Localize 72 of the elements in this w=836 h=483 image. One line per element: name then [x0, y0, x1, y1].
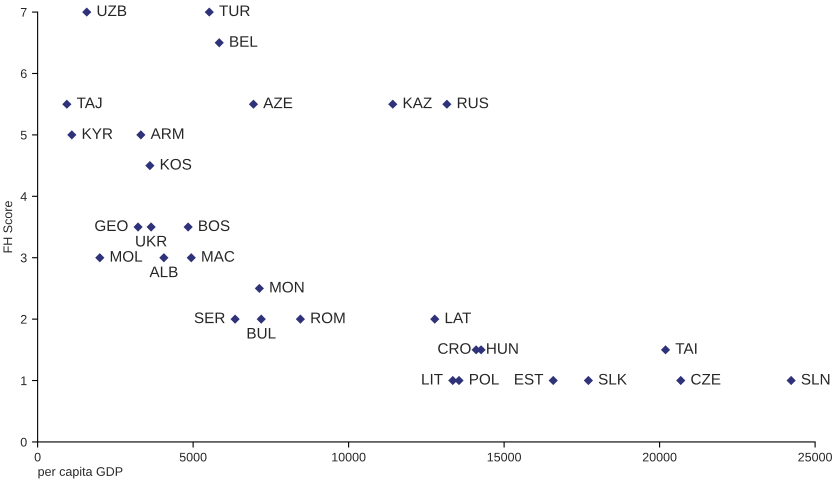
x-tick-label: 25000	[798, 452, 832, 462]
point	[204, 7, 214, 17]
point	[62, 100, 72, 109]
x-tick-label: 10000	[332, 452, 366, 462]
y-tick-label: 7	[20, 8, 27, 17]
annotation: CZE	[691, 374, 720, 385]
point	[430, 314, 440, 324]
annotation: EST	[515, 374, 544, 385]
point	[388, 100, 398, 109]
annotation: BUL	[248, 328, 276, 339]
annotation: POL	[470, 374, 499, 385]
y-tick-label: 5	[20, 130, 27, 140]
y-tick-label: 1	[21, 376, 27, 386]
annotation: SLK	[598, 374, 627, 385]
annotation: BOS	[199, 220, 230, 232]
annotation: RUS	[458, 97, 488, 108]
point	[786, 376, 796, 386]
point	[230, 314, 240, 324]
annotation: CRO	[438, 343, 471, 354]
annotation: TUR	[219, 6, 250, 16]
point	[584, 376, 593, 386]
point	[548, 376, 558, 386]
x-tick-label: 15000	[488, 452, 521, 462]
annotation: KYR	[82, 128, 112, 139]
point	[136, 130, 146, 140]
annotation: BEL	[230, 36, 258, 47]
point	[254, 284, 264, 294]
annotation: MOL	[110, 251, 142, 262]
point	[296, 314, 306, 324]
y-tick-label: 3	[20, 254, 27, 262]
y-axis-title: FH Score	[3, 201, 12, 252]
point	[184, 222, 193, 232]
annotation: SER	[194, 312, 225, 324]
point	[676, 376, 686, 386]
annotation: LIT	[422, 374, 443, 384]
annotation: HUN	[487, 343, 518, 354]
annotation: LAT	[446, 312, 472, 324]
point	[660, 345, 670, 354]
point	[186, 253, 196, 262]
point	[214, 38, 224, 48]
annotation: GEO	[95, 220, 128, 232]
point	[159, 253, 168, 262]
x-tick-label: 0	[34, 452, 41, 462]
point	[248, 100, 258, 109]
x-axis-title: per capita GDP	[38, 466, 122, 478]
x-tick-label: 5000	[180, 452, 207, 462]
point	[256, 314, 266, 324]
annotation: UKR	[136, 236, 167, 247]
y-tick-label: 4	[20, 192, 27, 201]
y-tick-label: 2	[20, 314, 27, 324]
annotation: TAJ	[76, 98, 102, 108]
point	[95, 253, 104, 262]
point	[67, 130, 76, 140]
y-tick-label: 6	[20, 69, 27, 78]
point	[133, 222, 143, 232]
annotation: ALB	[149, 266, 178, 278]
annotation: KOS	[160, 158, 192, 170]
annotation: SLN	[802, 374, 830, 385]
point	[146, 222, 156, 232]
point	[145, 160, 154, 170]
point	[82, 7, 92, 17]
annotation: TAI	[676, 343, 696, 354]
x-tick-label: 20000	[642, 452, 676, 462]
annotation: UZB	[98, 6, 126, 16]
annotation: ROM	[311, 312, 345, 324]
annotation: ARM	[150, 128, 184, 139]
annotation: AZE	[263, 98, 292, 108]
annotation: MON	[270, 282, 304, 293]
y-tick-label: 0	[20, 438, 27, 447]
annotation: KAZ	[404, 98, 432, 108]
point	[442, 100, 452, 109]
annotation: MAC	[202, 251, 234, 262]
